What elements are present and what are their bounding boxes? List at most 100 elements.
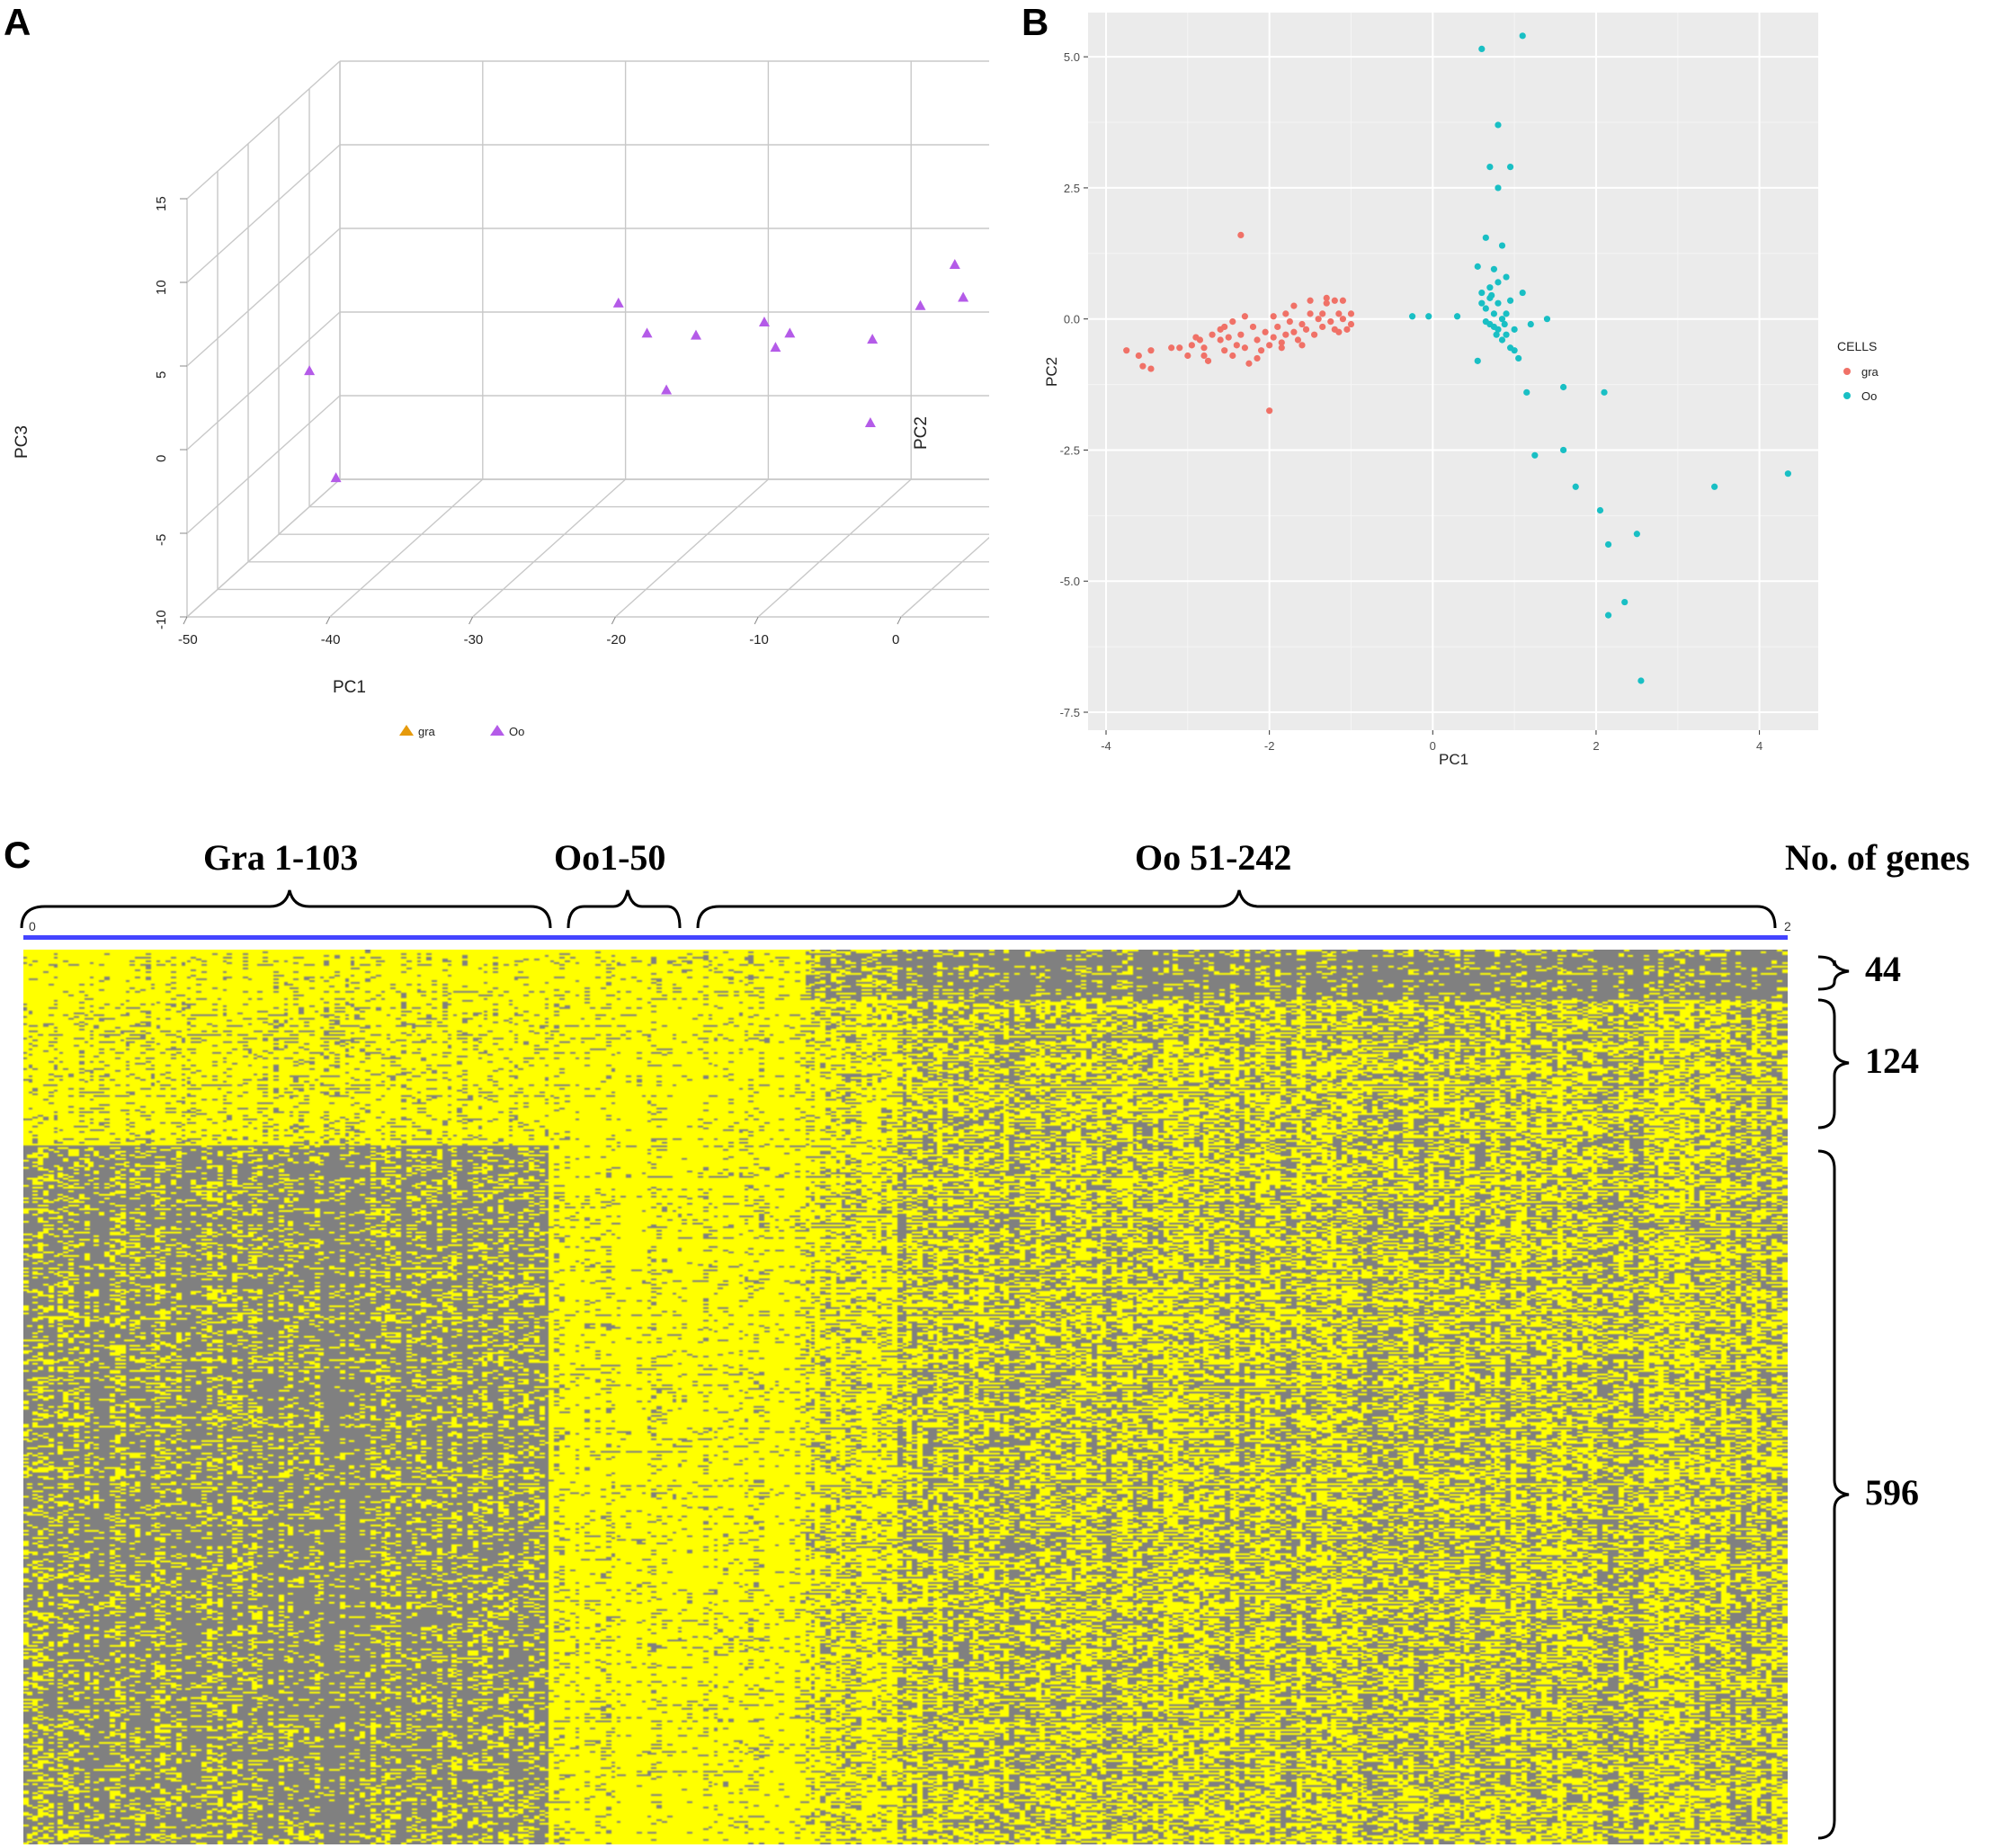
grid-line-side-z [186,144,341,283]
chart-b-point-gra [1147,347,1155,354]
chart-b-point-gra [1286,318,1293,326]
chart-b-point-oo [1486,320,1494,328]
chart-b-point-oo [1519,32,1526,40]
chart-a-point-oo [958,291,969,302]
chart-b-point-oo [1621,598,1629,606]
chart-a-point-oo [612,297,624,308]
chart-b-point-oo [1711,483,1718,490]
chart-b-ticks: -4 -2 0 2 4 -7.5 -5.0 -2.5 0.0 2.5 5.0 [1060,50,1763,753]
chart-b-point-oo [1486,164,1494,171]
chart-b-point-oo [1511,347,1518,354]
chart-b-point-gra [1254,354,1261,362]
chart-b-x-tick: -4 [1101,739,1111,753]
chart-a-legend-oo-marker [490,725,504,736]
chart-b-point-gra [1200,352,1208,360]
chart-b-point-gra [1282,331,1289,338]
heatmap-row-count-596: 596 [1865,1472,1919,1513]
heatmap-row-bracket-44 [1817,955,1850,991]
chart-a-x-tick-mark [897,616,902,625]
heatmap-row-count-44: 44 [1865,949,1901,989]
chart-b-point-oo [1498,242,1506,249]
chart-b-point-gra [1204,357,1212,364]
grid-line-side-z [186,311,341,451]
panel-label-b: B [1022,1,1049,43]
chart-a-legend: gra Oo [399,725,524,738]
chart-a-ylabel: PC2 [912,416,931,450]
chart-b-points [1123,32,1791,684]
chart-b-x-tick: 0 [1430,739,1436,753]
chart-b-point-gra [1257,347,1265,354]
chart-b-point-oo [1478,45,1486,53]
chart-b-point-oo [1482,318,1489,326]
chart-a-z-tick: 10 [154,280,169,295]
chart-b-point-oo [1408,313,1416,320]
heatmap-column-group-oo51-242: Oo 51-242 [1135,837,1292,878]
chart-b-point-gra [1229,352,1236,360]
chart-b-point-oo [1495,326,1502,333]
chart-b-point-oo [1633,531,1640,538]
chart-a-point-oo [784,327,796,338]
chart-b-point-oo [1490,310,1498,317]
chart-b-point-gra [1196,336,1204,344]
chart-b-point-gra [1339,297,1346,304]
chart-b-point-gra [1278,339,1285,346]
grid-line-floor-x [329,478,484,618]
heatmap-scale-min: 0 [29,919,36,933]
chart-b-legend-oo-label: Oo [1861,389,1877,403]
grid-line-side-z [186,60,341,200]
chart-b-point-oo [1482,234,1489,241]
chart-b-x-tick: 4 [1756,739,1762,753]
chart-b-point-gra [1237,231,1245,238]
chart-b-point-oo [1495,279,1502,286]
chart-a-point-oo [758,317,770,327]
chart-b-point-gra [1168,344,1175,352]
chart-b-legend-title: CELLS [1837,339,1877,353]
heatmap-matrix [23,950,1788,1844]
chart-a-xlabel: PC1 [333,678,366,697]
chart-b-y-tick: -5.0 [1060,575,1080,588]
chart-b-point-gra [1282,310,1289,317]
chart-b-point-gra [1237,331,1245,338]
chart-b-point-gra [1347,310,1355,317]
chart-b-point-gra [1331,297,1338,304]
chart-b-y-tick: -2.5 [1060,443,1080,457]
chart-b-point-oo [1531,451,1539,459]
chart-b-point-oo [1503,331,1510,338]
chart-b-point-oo [1486,284,1494,291]
chart-b-point-oo [1596,506,1604,514]
chart-b-point-gra [1323,294,1330,301]
chart-b-point-gra [1307,310,1314,317]
chart-a-3d-scatter: -50-40-30-20-10010-20-100102030-10-50510… [13,60,989,738]
heatmap-scale-max: 2 [1784,919,1791,933]
chart-b-point-gra [1315,316,1322,323]
chart-a-grid [186,60,989,618]
heatmap-column-bracket-gra [20,889,552,929]
chart-b-point-oo [1519,289,1526,297]
chart-a-point-oo [915,299,926,310]
chart-a-x-tick: -20 [606,632,626,647]
chart-a-x-tick-mark [468,616,474,625]
grid-line-side-z [186,478,341,618]
chart-b-point-oo [1503,273,1510,281]
chart-b-point-gra [1184,352,1191,360]
chart-b-point-oo [1495,121,1502,129]
heatmap-column-group-oo1-50: Oo1-50 [554,837,666,878]
chart-b-legend-gra-marker [1843,368,1851,375]
chart-a-legend-gra-label: gra [418,725,436,738]
chart-b-point-oo [1601,388,1608,396]
chart-b-point-gra [1298,342,1306,349]
chart-b-point-gra [1266,342,1273,349]
chart-a-z-tick: 5 [154,371,169,379]
heatmap-row-bracket-124 [1817,998,1850,1129]
chart-a-ticks: -50-40-30-20-10010-20-100102030-10-50510… [154,196,902,647]
chart-a-z-tick: 0 [154,455,169,462]
chart-b-point-gra [1274,323,1281,331]
chart-b-point-oo [1493,331,1500,338]
chart-b-point-oo [1498,336,1506,344]
chart-b-point-gra [1307,297,1314,304]
heatmap-row-header: No. of genes [1785,837,1970,878]
chart-b-point-gra [1319,323,1326,331]
grid-line-side-z [186,228,341,367]
chart-b-point-gra [1176,344,1183,352]
chart-b-point-gra [1221,347,1228,354]
